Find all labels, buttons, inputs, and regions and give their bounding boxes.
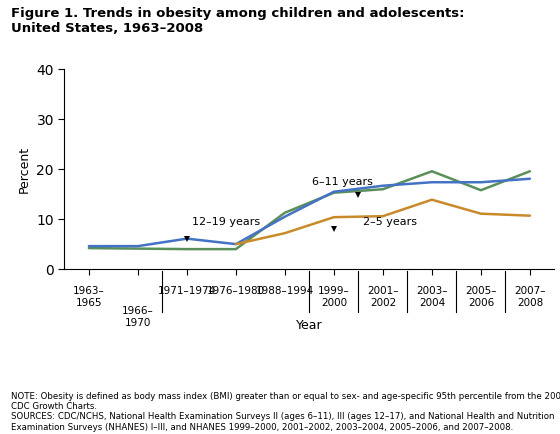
Text: 1976–1980: 1976–1980 — [207, 286, 265, 296]
Text: 2001–
2002: 2001– 2002 — [367, 286, 399, 308]
Text: 2–5 years: 2–5 years — [363, 217, 417, 227]
Text: 1971–1974: 1971–1974 — [158, 286, 216, 296]
Text: 1966–
1970: 1966– 1970 — [122, 306, 154, 328]
Text: 12–19 years: 12–19 years — [192, 217, 260, 227]
Text: 2005–
2006: 2005– 2006 — [465, 286, 497, 308]
Text: 6–11 years: 6–11 years — [312, 177, 373, 187]
Y-axis label: Percent: Percent — [18, 146, 31, 193]
Text: Year: Year — [296, 319, 323, 332]
Text: 2003–
2004: 2003– 2004 — [416, 286, 447, 308]
Text: 1999–
2000: 1999– 2000 — [318, 286, 350, 308]
Text: Figure 1. Trends in obesity among children and adolescents:
United States, 1963–: Figure 1. Trends in obesity among childr… — [11, 7, 465, 35]
Text: 2007–
2008: 2007– 2008 — [514, 286, 545, 308]
Text: 1963–
1965: 1963– 1965 — [73, 286, 105, 308]
Text: 1988–1994: 1988–1994 — [256, 286, 314, 296]
Text: NOTE: Obesity is defined as body mass index (BMI) greater than or equal to sex- : NOTE: Obesity is defined as body mass in… — [11, 391, 560, 432]
